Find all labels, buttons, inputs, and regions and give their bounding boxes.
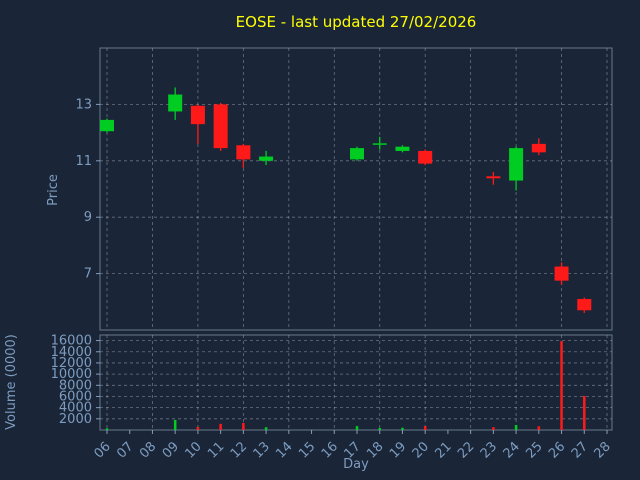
x-tick-label: 27 (569, 439, 591, 461)
x-tick-label: 13 (251, 439, 273, 461)
candle-body (418, 150, 433, 164)
candle-body (350, 148, 364, 160)
volume-bar (219, 423, 222, 430)
x-tick-label: 19 (387, 439, 409, 461)
volume-panel-border (99, 334, 613, 431)
chart-title: EOSE - last updated 27/02/2026 (236, 13, 477, 31)
x-tick-label: 26 (546, 439, 568, 461)
x-tick-label: 14 (273, 439, 295, 461)
candle-body (190, 105, 205, 125)
candle-body (554, 266, 569, 281)
volume-bar (583, 395, 586, 430)
volume-tick-label: 16000 (51, 334, 92, 349)
candle-body (100, 119, 114, 132)
volume-bar (560, 341, 563, 430)
candle-body (259, 156, 274, 161)
x-tick-label: 21 (432, 439, 454, 461)
volume-tick-label: 4000 (59, 401, 92, 416)
volume-bar (105, 428, 109, 430)
candle-body (509, 148, 524, 181)
x-tick-label: 16 (319, 439, 341, 461)
candle-body (236, 145, 251, 160)
candle-body (395, 146, 410, 151)
volume-bar (378, 428, 381, 430)
candle-body (486, 176, 501, 179)
volume-bar (401, 427, 404, 430)
candle-body (168, 94, 183, 112)
volume-bar (423, 426, 427, 430)
x-tick-label: 10 (182, 439, 204, 461)
volume-bar (196, 426, 200, 430)
volume-tick-label: 6000 (59, 389, 92, 404)
volume-axis-label: Volume (0000) (4, 334, 19, 430)
volume-bar (514, 424, 518, 430)
candle-body (577, 298, 592, 311)
x-tick-label: 24 (501, 439, 523, 461)
x-tick-label: 11 (205, 439, 227, 461)
price-axis-label: Price (46, 174, 61, 206)
price-tick-label: 13 (75, 97, 92, 112)
volume-bar (492, 427, 495, 430)
plot-area: 7911132000400060008000100001200014000160… (51, 47, 614, 462)
x-tick-label: 07 (114, 439, 136, 461)
volume-tick-label: 12000 (51, 356, 92, 371)
price-tick-label: 9 (84, 210, 92, 225)
candle-body (213, 104, 228, 149)
volume-tick-label: 14000 (51, 345, 92, 360)
volume-tick-label: 8000 (59, 378, 92, 393)
x-tick-label: 08 (137, 439, 159, 461)
price-tick-label: 7 (84, 267, 92, 282)
x-tick-label: 28 (592, 439, 614, 461)
volume-bar (242, 423, 245, 430)
price-tick-label: 11 (75, 154, 92, 169)
x-tick-label: 22 (455, 439, 477, 461)
volume-bar (537, 426, 541, 430)
x-tick-label: 20 (410, 439, 432, 461)
x-tick-label: 25 (523, 439, 545, 461)
x-axis-label: Day (343, 457, 369, 472)
x-tick-label: 09 (160, 439, 182, 461)
candle-body (372, 143, 387, 145)
x-tick-label: 15 (296, 439, 318, 461)
volume-tick-label: 10000 (51, 367, 92, 382)
x-tick-label: 12 (228, 439, 250, 461)
x-tick-label: 23 (478, 439, 500, 461)
price-panel-border (99, 47, 613, 331)
volume-bar (173, 419, 177, 430)
volume-bar (355, 426, 359, 430)
volume-bar (264, 427, 268, 430)
x-tick-label: 06 (92, 439, 114, 461)
candle-body (531, 143, 546, 153)
volume-tick-label: 2000 (59, 412, 92, 427)
